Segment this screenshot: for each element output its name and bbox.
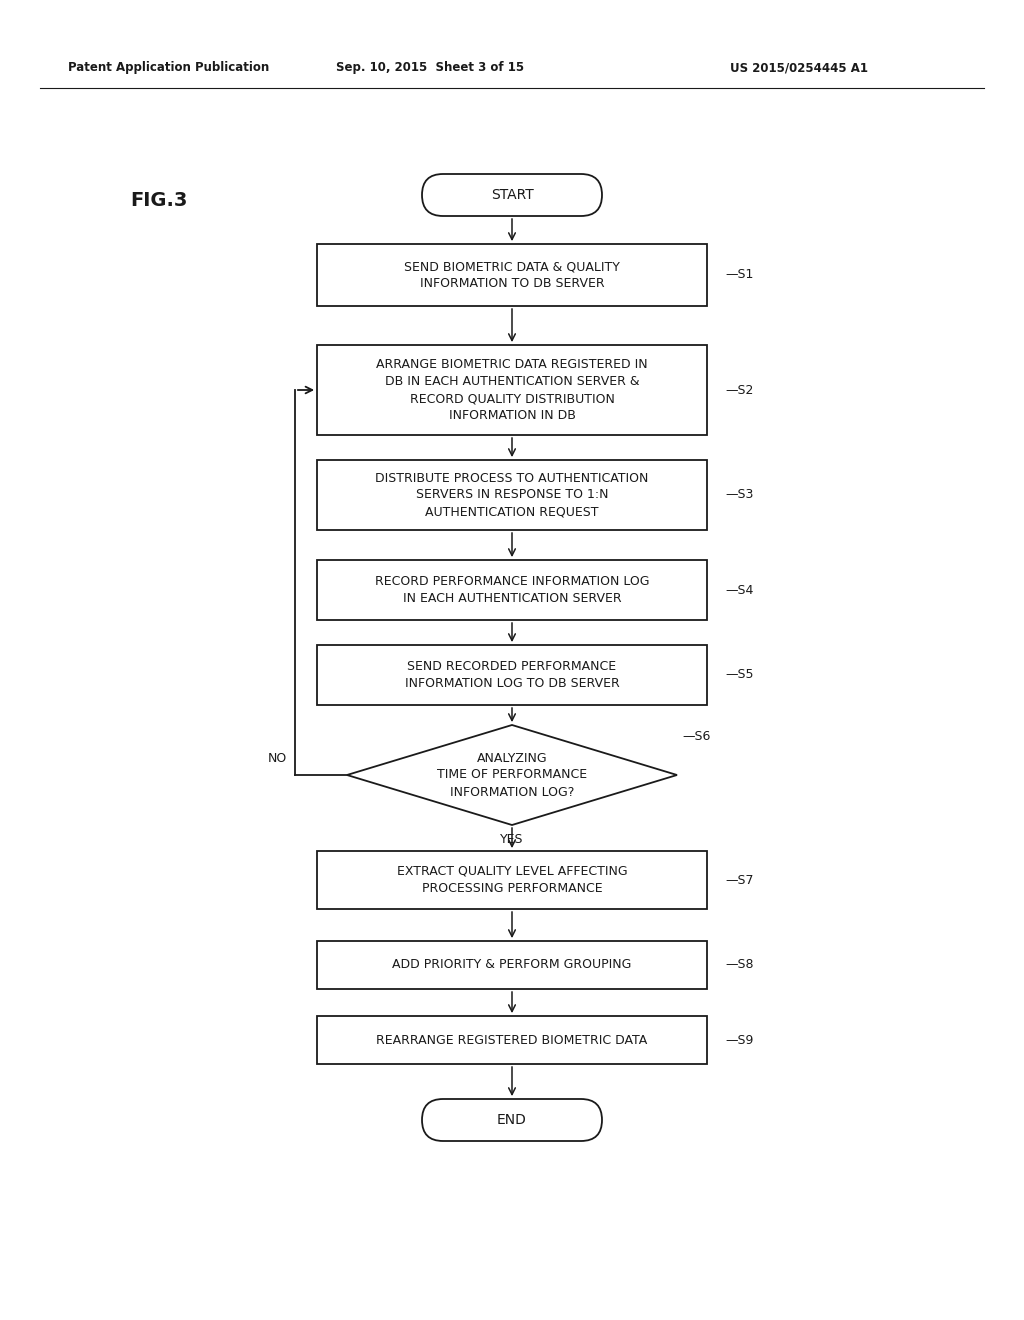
Text: ARRANGE BIOMETRIC DATA REGISTERED IN
DB IN EACH AUTHENTICATION SERVER &
RECORD Q: ARRANGE BIOMETRIC DATA REGISTERED IN DB … [376, 358, 648, 422]
Text: —S5: —S5 [725, 668, 754, 681]
Text: Patent Application Publication: Patent Application Publication [68, 62, 269, 74]
Bar [317, 345, 707, 436]
Text: —S6: —S6 [682, 730, 711, 743]
Text: ANALYZING
TIME OF PERFORMANCE
INFORMATION LOG?: ANALYZING TIME OF PERFORMANCE INFORMATIO… [437, 751, 587, 799]
FancyBboxPatch shape [422, 174, 602, 216]
Bar [317, 941, 707, 989]
Bar [317, 851, 707, 909]
Text: —S7: —S7 [725, 874, 754, 887]
Text: EXTRACT QUALITY LEVEL AFFECTING
PROCESSING PERFORMANCE: EXTRACT QUALITY LEVEL AFFECTING PROCESSI… [396, 865, 628, 895]
Text: —S1: —S1 [725, 268, 754, 281]
Text: —S2: —S2 [725, 384, 754, 396]
Bar [317, 1016, 707, 1064]
Bar [317, 244, 707, 306]
Text: —S3: —S3 [725, 488, 754, 502]
Text: YES: YES [501, 833, 523, 846]
Text: —S8: —S8 [725, 958, 754, 972]
Text: SEND RECORDED PERFORMANCE
INFORMATION LOG TO DB SERVER: SEND RECORDED PERFORMANCE INFORMATION LO… [404, 660, 620, 690]
Text: START: START [490, 187, 534, 202]
Text: FIG.3: FIG.3 [130, 190, 187, 210]
Text: DISTRIBUTE PROCESS TO AUTHENTICATION
SERVERS IN RESPONSE TO 1:N
AUTHENTICATION R: DISTRIBUTE PROCESS TO AUTHENTICATION SER… [376, 471, 648, 519]
Text: ADD PRIORITY & PERFORM GROUPING: ADD PRIORITY & PERFORM GROUPING [392, 958, 632, 972]
Text: —S9: —S9 [725, 1034, 754, 1047]
Text: US 2015/0254445 A1: US 2015/0254445 A1 [730, 62, 868, 74]
FancyBboxPatch shape [422, 1100, 602, 1140]
Polygon shape [347, 725, 677, 825]
Text: Sep. 10, 2015  Sheet 3 of 15: Sep. 10, 2015 Sheet 3 of 15 [336, 62, 524, 74]
Bar [317, 645, 707, 705]
Text: SEND BIOMETRIC DATA & QUALITY
INFORMATION TO DB SERVER: SEND BIOMETRIC DATA & QUALITY INFORMATIO… [404, 260, 620, 290]
Bar [317, 560, 707, 620]
Text: REARRANGE REGISTERED BIOMETRIC DATA: REARRANGE REGISTERED BIOMETRIC DATA [377, 1034, 647, 1047]
Text: RECORD PERFORMANCE INFORMATION LOG
IN EACH AUTHENTICATION SERVER: RECORD PERFORMANCE INFORMATION LOG IN EA… [375, 576, 649, 605]
Text: NO: NO [267, 752, 287, 766]
Text: END: END [497, 1113, 527, 1127]
Text: —S4: —S4 [725, 583, 754, 597]
Bar [317, 459, 707, 531]
